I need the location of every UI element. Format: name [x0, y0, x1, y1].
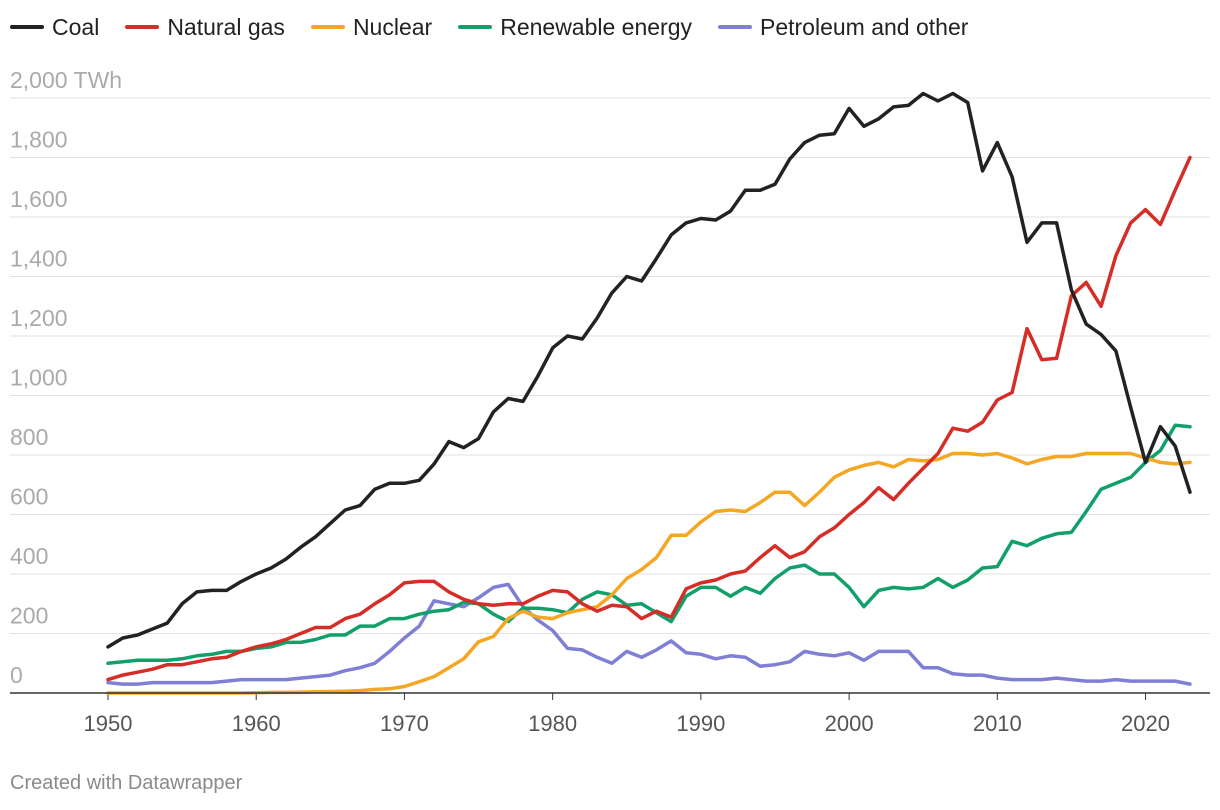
y-tick-label: 800 — [10, 424, 48, 450]
legend-item: Petroleum and other — [718, 14, 968, 41]
y-tick-label: 400 — [10, 543, 48, 569]
legend: Coal Natural gas Nuclear Renewable energy Pe… — [10, 12, 968, 42]
legend-item: Coal — [10, 14, 99, 41]
x-axis-ticks: 1950 1960 1970 1980 1990 2000 2010 2020 — [84, 693, 1170, 736]
y-tick-label: 1,400 — [10, 246, 68, 272]
legend-label: Nuclear — [352, 13, 433, 40]
legend-swatch — [718, 25, 752, 29]
y-axis-ticks: 0 200 400 600 800 1,000 1,200 1,400 1,600 1,800 2,… — [10, 67, 122, 688]
x-tick-label: 1960 — [232, 711, 281, 736]
y-tick-label: 1,600 — [10, 186, 68, 212]
legend-swatch — [310, 25, 345, 29]
legend-swatch — [125, 25, 160, 29]
gridlines — [10, 97, 1210, 634]
legend-swatch — [458, 25, 493, 29]
series-line-petroleum-and-other — [106, 582, 1192, 686]
legend-label: Natural gas — [167, 13, 285, 40]
series-line-natural-gas — [106, 155, 1192, 682]
legend-label: Coal — [52, 13, 100, 40]
series-line-nuclear — [106, 451, 1192, 695]
y-tick-label: 600 — [10, 484, 48, 510]
series-line-coal — [106, 91, 1192, 649]
y-tick-label: 0 — [10, 662, 23, 688]
chart-footer: Created with Datawrapper — [10, 772, 243, 794]
x-tick-label: 1950 — [84, 711, 133, 736]
x-tick-label: 1980 — [528, 711, 577, 736]
legend-item: Natural gas — [125, 14, 285, 41]
legend-swatch — [10, 25, 44, 29]
x-tick-label: 1970 — [380, 711, 429, 736]
y-tick-label: 1,000 — [10, 365, 68, 391]
series-lines — [106, 91, 1192, 695]
y-tick-label: 2,000 TWh — [10, 67, 122, 93]
y-tick-label: 1,800 — [10, 127, 68, 153]
x-tick-label: 1990 — [676, 711, 725, 736]
legend-label: Petroleum and other — [760, 13, 969, 40]
x-tick-label: 2020 — [1121, 711, 1170, 736]
x-tick-label: 2010 — [973, 711, 1022, 736]
y-tick-label: 200 — [10, 603, 48, 629]
legend-item: Renewable energy — [458, 14, 692, 41]
legend-label: Renewable energy — [500, 13, 692, 40]
series-line-renewable-energy — [106, 423, 1192, 666]
x-tick-label: 2000 — [825, 711, 874, 736]
y-tick-label: 1,200 — [10, 305, 68, 331]
legend-item: Nuclear — [310, 13, 433, 41]
